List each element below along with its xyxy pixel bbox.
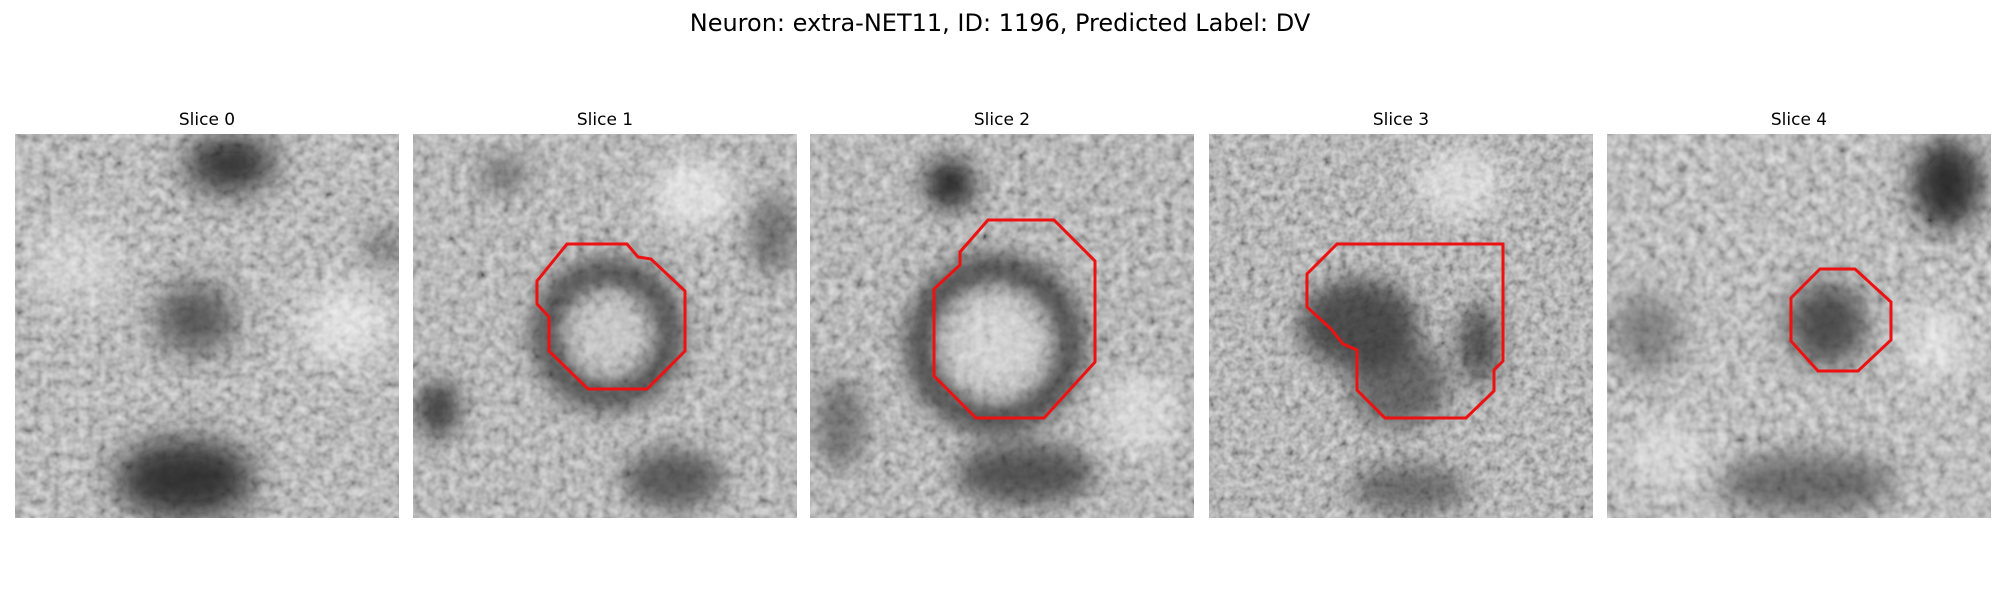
slice-panel-1: Slice 1: [413, 106, 797, 518]
figure-title: Neuron: extra-NET11, ID: 1196, Predicted…: [689, 9, 1311, 37]
roi-outline: [932, 218, 1097, 420]
slice-panel-4: Slice 4: [1607, 106, 1991, 518]
slice-image-3: [1209, 134, 1593, 518]
slice-title-2: Slice 2: [973, 110, 1031, 130]
slice-image-2: [810, 134, 1194, 518]
slice-image-1: [413, 134, 797, 518]
roi-outline: [1789, 267, 1893, 373]
slice-title-0: Slice 0: [178, 110, 236, 130]
slice-title-4: Slice 4: [1770, 110, 1828, 130]
slice-panel-0: Slice 0: [15, 106, 399, 518]
slice-image-4: [1607, 134, 1991, 518]
slice-panel-3: Slice 3: [1209, 106, 1593, 518]
slice-image-0: [15, 134, 399, 518]
roi-outline: [1305, 242, 1505, 420]
slice-title-3: Slice 3: [1372, 110, 1430, 130]
slice-panel-2: Slice 2: [810, 106, 1194, 518]
slice-title-1: Slice 1: [576, 110, 634, 130]
roi-outline: [535, 242, 687, 391]
